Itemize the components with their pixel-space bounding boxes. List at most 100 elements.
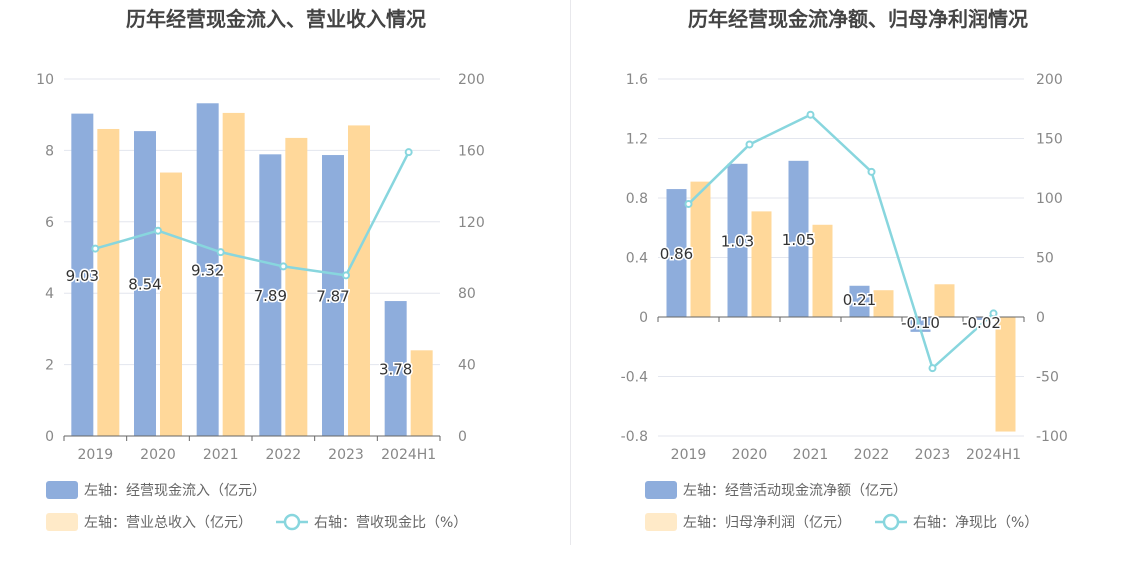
bar-secondary bbox=[410, 350, 433, 436]
legend-label[interactable]: 左轴：营业总收入（亿元） bbox=[84, 515, 252, 531]
legend-label[interactable]: 左轴：经营现金流入（亿元） bbox=[84, 483, 266, 499]
line-point bbox=[867, 167, 876, 176]
bar-primary bbox=[910, 317, 931, 332]
bar-data-label: -0.02 bbox=[962, 314, 1001, 332]
line-point bbox=[745, 140, 754, 149]
bar-secondary bbox=[751, 211, 772, 317]
chart-panel-net-cash-flow: 历年经营现金流净额、归母净利润情况 -0.8 -0.4 0 0.4 0.8 1.2 1.6 -1… bbox=[621, 7, 1068, 531]
category-label: 2021 bbox=[203, 447, 239, 463]
bar-data-label: 1.03 bbox=[721, 232, 754, 250]
bar-secondary bbox=[222, 112, 245, 436]
category-label: 2023 bbox=[915, 447, 951, 463]
left-axis-tick: 4 bbox=[45, 286, 54, 302]
legend-label[interactable]: 右轴：净现比（%） bbox=[913, 515, 1038, 531]
right-axis-tick: 100 bbox=[1036, 191, 1063, 207]
right-axis-tick: 80 bbox=[458, 286, 476, 302]
category-label: 2019 bbox=[671, 447, 707, 463]
right-axis-tick: 200 bbox=[1036, 72, 1063, 88]
right-axis-tick: 40 bbox=[458, 358, 476, 374]
bar-primary bbox=[788, 160, 809, 317]
line-point bbox=[154, 226, 162, 235]
category-label: 2022 bbox=[854, 447, 890, 463]
bar-primary bbox=[259, 154, 282, 436]
legend-swatch[interactable] bbox=[46, 513, 78, 531]
bar-secondary bbox=[348, 125, 370, 436]
bar-primary bbox=[196, 103, 219, 436]
bar-data-label: 8.54 bbox=[128, 276, 161, 294]
panel-divider bbox=[570, 0, 571, 545]
category-label: 2024H1 bbox=[966, 447, 1021, 463]
bar-primary bbox=[134, 131, 156, 436]
left-axis-tick: 1.2 bbox=[626, 132, 648, 148]
bar-secondary bbox=[812, 224, 833, 317]
right-axis-tick: 120 bbox=[458, 215, 485, 231]
left-axis-tick: 10 bbox=[36, 72, 54, 88]
line-point bbox=[684, 199, 693, 208]
left-axis-tick: 0.8 bbox=[626, 191, 648, 207]
bar-data-label: 7.87 bbox=[316, 288, 349, 306]
legend-swatch[interactable] bbox=[46, 481, 78, 499]
bar-data-label: 0.86 bbox=[660, 245, 693, 263]
category-label: 2019 bbox=[78, 447, 114, 463]
category-label: 2024H1 bbox=[381, 447, 436, 463]
right-axis-tick: 160 bbox=[458, 143, 485, 159]
line-point bbox=[342, 271, 350, 280]
bar-data-label: 0.21 bbox=[843, 291, 876, 309]
right-axis-tick: 150 bbox=[1036, 132, 1063, 148]
bar-primary bbox=[71, 113, 94, 436]
bar-primary bbox=[849, 285, 870, 317]
bar-data-label: 7.89 bbox=[254, 287, 287, 305]
chart-panel-cash-inflow: 历年经营现金流入、营业收入情况 0 2 4 6 8 10 0 40 80 120 160 200 2019… bbox=[36, 7, 485, 531]
right-axis-tick: 50 bbox=[1036, 251, 1054, 267]
legend-label[interactable]: 左轴：归母净利润（亿元） bbox=[683, 514, 851, 531]
right-axis-tick: 0 bbox=[1036, 310, 1045, 326]
bar-primary bbox=[322, 155, 344, 436]
bar-data-label: 3.78 bbox=[379, 361, 412, 379]
legend-line-marker[interactable] bbox=[882, 513, 900, 531]
legend-swatch[interactable] bbox=[645, 481, 677, 499]
chart-title: 历年经营现金流入、营业收入情况 bbox=[126, 7, 426, 31]
left-axis-tick: -0.4 bbox=[621, 370, 648, 386]
bar-primary bbox=[666, 189, 687, 317]
line-point bbox=[806, 110, 815, 119]
bar-secondary bbox=[690, 181, 711, 317]
bar-secondary bbox=[934, 284, 955, 317]
right-axis-tick: -100 bbox=[1036, 429, 1068, 445]
line-point bbox=[91, 244, 100, 253]
right-axis-tick: 200 bbox=[458, 72, 485, 88]
bar-data-label: 9.03 bbox=[66, 267, 99, 285]
bar-primary bbox=[727, 163, 748, 317]
legend-label[interactable]: 右轴：营收现金比（%） bbox=[314, 515, 467, 531]
left-axis-tick: 0 bbox=[45, 429, 54, 445]
bar-data-label: 1.05 bbox=[782, 231, 815, 249]
left-axis-tick: -0.8 bbox=[621, 429, 648, 445]
left-axis-tick: 0.4 bbox=[626, 251, 648, 267]
left-axis-tick: 0 bbox=[639, 310, 648, 326]
legend-swatch[interactable] bbox=[645, 513, 677, 531]
line-point bbox=[404, 148, 413, 157]
left-axis-tick: 6 bbox=[45, 215, 54, 231]
bar-data-label: -0.10 bbox=[901, 314, 940, 332]
category-label: 2022 bbox=[266, 447, 302, 463]
bar-secondary bbox=[873, 290, 894, 317]
bar-secondary bbox=[160, 172, 182, 436]
bar-secondary bbox=[97, 128, 120, 437]
legend-label[interactable]: 左轴：经营活动现金流净额（亿元） bbox=[683, 483, 907, 499]
chart-title: 历年经营现金流净额、归母净利润情况 bbox=[688, 7, 1028, 31]
line-point bbox=[216, 248, 225, 257]
line-series bbox=[687, 113, 995, 371]
category-label: 2020 bbox=[732, 447, 768, 463]
left-axis-tick: 2 bbox=[45, 358, 54, 374]
right-axis-tick: 0 bbox=[458, 429, 467, 445]
category-label: 2021 bbox=[793, 447, 829, 463]
bar-primary bbox=[384, 301, 407, 436]
line-point bbox=[989, 309, 998, 318]
category-label: 2020 bbox=[140, 447, 176, 463]
left-axis-tick: 1.6 bbox=[626, 72, 648, 88]
bar-data-label: 9.32 bbox=[191, 262, 224, 280]
bar-primary bbox=[971, 317, 992, 320]
category-label: 2023 bbox=[328, 447, 364, 463]
left-axis-tick: 8 bbox=[45, 143, 54, 159]
legend-line-marker[interactable] bbox=[283, 513, 301, 531]
